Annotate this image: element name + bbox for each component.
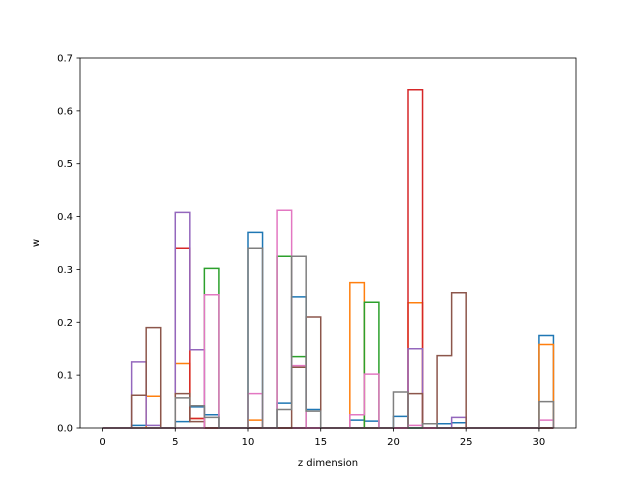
x-tick-label: 5 <box>172 437 178 448</box>
x-tick-label: 10 <box>242 437 255 448</box>
y-tick-label: 0.0 <box>57 424 73 435</box>
x-axis-label: z dimension <box>298 458 358 469</box>
x-tick-label: 15 <box>314 437 327 448</box>
y-tick-label: 0.7 <box>57 54 73 65</box>
y-tick-label: 0.6 <box>57 106 73 117</box>
x-tick-label: 0 <box>99 437 105 448</box>
x-tick-label: 30 <box>533 437 546 448</box>
y-tick-label: 0.1 <box>57 371 73 382</box>
y-tick-label: 0.3 <box>57 265 73 276</box>
y-tick-label: 0.5 <box>57 159 73 170</box>
y-axis-label: w <box>31 239 42 247</box>
x-tick-label: 20 <box>387 437 400 448</box>
y-tick-label: 0.4 <box>57 212 73 223</box>
y-tick-label: 0.2 <box>57 318 73 329</box>
y-ticks: 0.0 0.1 0.2 0.3 0.4 0.5 0.6 0.7 <box>57 54 80 435</box>
axes-frame <box>79 57 577 429</box>
x-tick-label: 25 <box>460 437 473 448</box>
x-ticks: 0 5 10 15 20 25 30 <box>99 428 545 448</box>
